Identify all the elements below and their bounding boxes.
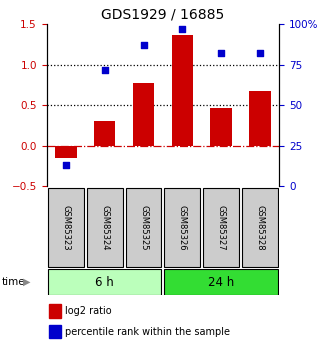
Point xyxy=(102,67,107,72)
Bar xyxy=(249,91,271,146)
Text: GSM85326: GSM85326 xyxy=(178,205,187,250)
Bar xyxy=(164,269,278,295)
Point xyxy=(141,42,146,48)
Bar xyxy=(94,121,115,146)
Bar xyxy=(242,188,278,267)
Bar xyxy=(48,269,161,295)
Point xyxy=(219,51,224,56)
Text: 6 h: 6 h xyxy=(95,276,114,288)
Bar xyxy=(133,82,154,146)
Bar xyxy=(164,188,200,267)
Bar xyxy=(48,188,84,267)
Text: GSM85324: GSM85324 xyxy=(100,205,109,250)
Text: GSM85323: GSM85323 xyxy=(61,205,70,250)
Bar xyxy=(49,325,60,338)
Text: GSM85325: GSM85325 xyxy=(139,205,148,250)
Text: time: time xyxy=(2,277,25,287)
Text: ▶: ▶ xyxy=(23,277,30,287)
Text: percentile rank within the sample: percentile rank within the sample xyxy=(65,327,230,337)
Bar xyxy=(87,188,123,267)
Text: GSM85327: GSM85327 xyxy=(217,205,226,250)
Point xyxy=(63,162,68,168)
Bar xyxy=(126,188,161,267)
Title: GDS1929 / 16885: GDS1929 / 16885 xyxy=(101,8,224,22)
Point xyxy=(257,51,263,56)
Text: GSM85328: GSM85328 xyxy=(256,205,265,250)
Text: 24 h: 24 h xyxy=(208,276,234,288)
Bar xyxy=(49,304,60,317)
Bar xyxy=(55,146,77,158)
Point xyxy=(180,26,185,32)
Bar xyxy=(203,188,239,267)
Text: log2 ratio: log2 ratio xyxy=(65,306,112,316)
Bar xyxy=(172,35,193,146)
Bar xyxy=(211,108,232,146)
